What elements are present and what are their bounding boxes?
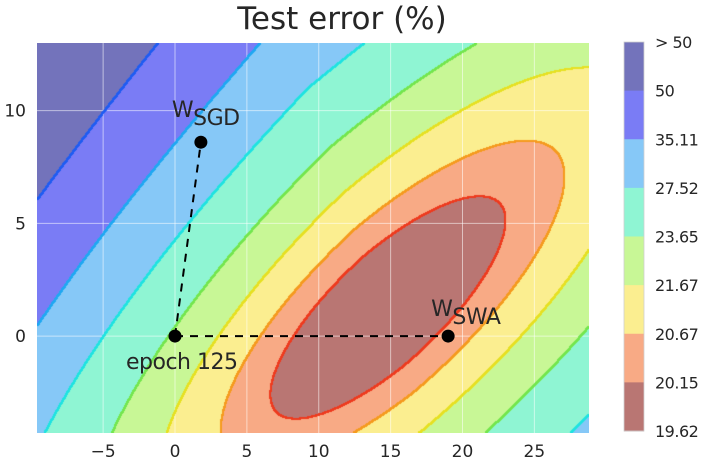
y-tick-label-0: 0 xyxy=(15,327,26,347)
colorbar-label-0: > 50 xyxy=(655,33,692,52)
point-markers xyxy=(168,135,455,343)
trajectory-dashed-lines xyxy=(174,142,449,338)
colorbar-label-4: 23.65 xyxy=(655,228,698,247)
plot-area xyxy=(37,43,589,433)
point-labels: WSGD epoch 125 WSWA xyxy=(126,98,501,375)
marker-W_SGD xyxy=(194,135,208,149)
colorbar-band-7 xyxy=(624,382,644,432)
colorbar-label-2: 35.11 xyxy=(655,130,698,149)
colorbar-band-2 xyxy=(624,139,644,189)
colorbar-band-0 xyxy=(624,42,644,92)
colorbar-band-4 xyxy=(624,236,644,286)
x-tick-label-2: 5 xyxy=(241,442,252,462)
colorbar-label-1: 50 xyxy=(655,82,675,101)
colorbar: > 50 50 35.11 27.52 23.65 21.67 20.67 20.15 19.6… xyxy=(623,33,699,441)
x-tick-label-5: 20 xyxy=(452,442,474,462)
y-tick-label-2: 10 xyxy=(4,102,26,122)
colorbar-band-3 xyxy=(624,187,644,237)
colorbar-band-1 xyxy=(624,90,644,140)
y-axis-ticks: 0 5 10 xyxy=(4,102,26,347)
x-tick-label-1: 0 xyxy=(170,442,181,462)
point-label-epoch-125: epoch 125 xyxy=(126,350,237,375)
colorbar-frame xyxy=(623,41,645,432)
x-tick-label-6: 25 xyxy=(524,442,546,462)
colorbar-band-6 xyxy=(624,333,644,383)
contour-line-raster xyxy=(37,43,589,433)
x-tick-label-4: 15 xyxy=(380,442,402,462)
point-label-W_SWA: WSWA xyxy=(431,297,501,330)
x-tick-label-3: 10 xyxy=(308,442,330,462)
dashed-line-0 xyxy=(174,142,202,337)
marker-W_SWA xyxy=(441,329,455,343)
point-label-W_SGD: WSGD xyxy=(172,98,240,131)
x-tick-label-0: −5 xyxy=(91,442,116,462)
chart-title: Test error (%) xyxy=(236,1,446,37)
colorbar-band-5 xyxy=(624,285,644,335)
colorbar-label-8: 19.62 xyxy=(655,422,698,441)
x-axis-ticks: −5 0 5 10 15 20 25 xyxy=(91,442,546,462)
marker-epoch-125 xyxy=(168,329,182,343)
colorbar-label-7: 20.15 xyxy=(655,373,698,392)
colorbar-label-5: 21.67 xyxy=(655,276,698,295)
colorbar-label-3: 27.52 xyxy=(655,179,698,198)
y-tick-label-1: 5 xyxy=(15,214,26,234)
colorbar-label-6: 20.67 xyxy=(655,325,698,344)
